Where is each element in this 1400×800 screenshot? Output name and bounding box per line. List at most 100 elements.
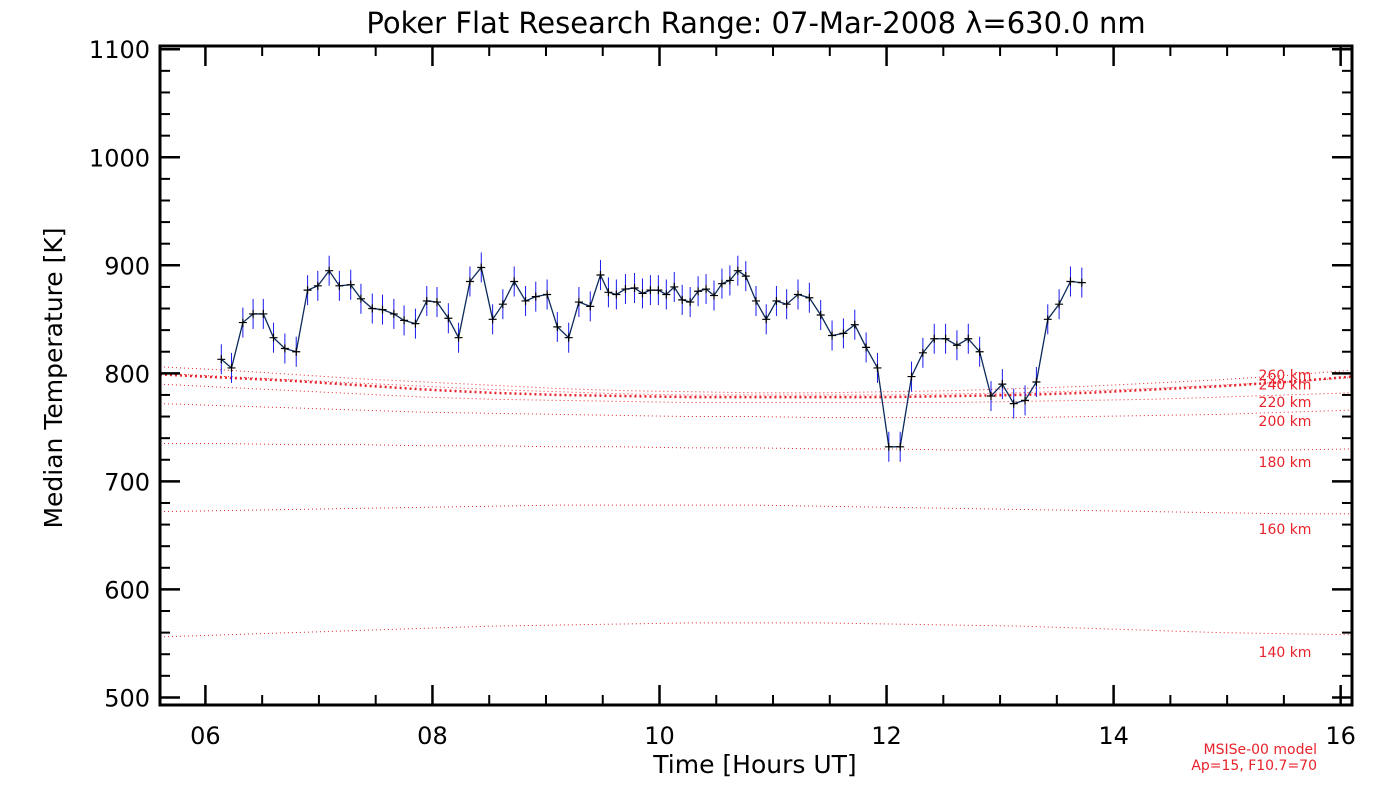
data-point xyxy=(596,271,605,280)
data-point xyxy=(280,344,289,353)
data-point xyxy=(612,290,621,299)
model-label-240-km: 240 km xyxy=(1259,378,1312,394)
data-point xyxy=(389,309,398,318)
model-line-240-km xyxy=(159,372,1353,396)
data-point xyxy=(850,320,859,329)
data-point xyxy=(794,290,803,299)
model-line-220-km xyxy=(159,383,1353,404)
data-point xyxy=(531,292,540,301)
chart-title: Poker Flat Research Range: 07-Mar-2008 λ… xyxy=(366,6,1145,40)
model-label-260-km: 260 km xyxy=(1259,368,1312,384)
data-point xyxy=(752,296,760,305)
data-point xyxy=(217,355,226,364)
model-line-180-km xyxy=(160,443,1353,451)
data-point xyxy=(378,305,387,314)
model-line-160-km xyxy=(159,504,1352,515)
y-tick-label: 800 xyxy=(104,360,150,388)
data-point xyxy=(873,363,882,372)
x-tick-label: 10 xyxy=(644,722,675,750)
data-point xyxy=(238,318,247,327)
data-point xyxy=(638,289,647,298)
x-tick-label: 08 xyxy=(417,722,448,750)
data-point xyxy=(521,296,530,305)
data-point xyxy=(930,334,939,343)
data-point xyxy=(368,304,377,313)
data-point xyxy=(907,372,916,381)
model-label-200-km: 200 km xyxy=(1259,414,1312,430)
data-point xyxy=(269,333,278,342)
data-point xyxy=(621,285,630,294)
data-point xyxy=(709,291,718,300)
data-point xyxy=(654,286,663,295)
data-point xyxy=(422,296,431,305)
data-point xyxy=(964,334,973,343)
data-point xyxy=(1043,315,1052,324)
data-point xyxy=(444,314,453,323)
y-tick-label: 1100 xyxy=(89,36,150,64)
data-point xyxy=(227,363,236,372)
data-point xyxy=(1066,277,1075,286)
model-label-220-km: 220 km xyxy=(1259,395,1312,411)
data-point xyxy=(702,285,711,294)
y-tick-label: 500 xyxy=(104,684,150,712)
y-tick-label: 600 xyxy=(104,576,150,604)
model-line-200-km xyxy=(159,403,1353,419)
y-axis-label: Median Temperature [K] xyxy=(39,227,68,528)
data-point xyxy=(725,276,734,285)
model-note-2: Ap=15, F10.7=70 xyxy=(1191,758,1317,774)
data-point xyxy=(952,341,961,350)
data-point xyxy=(678,295,687,304)
data-point xyxy=(564,333,573,342)
data-point xyxy=(1055,300,1064,309)
data-point xyxy=(998,380,1007,389)
data-point xyxy=(986,392,995,401)
data-point xyxy=(733,266,742,275)
data-point xyxy=(646,286,655,295)
model-line-260-km xyxy=(159,366,1353,394)
data-point xyxy=(762,315,771,324)
data-point xyxy=(498,300,507,309)
data-point xyxy=(772,296,781,305)
data-point xyxy=(1021,396,1030,405)
data-point xyxy=(975,347,984,356)
data-point xyxy=(574,298,583,307)
data-point xyxy=(670,282,679,291)
data-point xyxy=(816,311,825,320)
y-tick-label: 1000 xyxy=(89,144,150,172)
data-point xyxy=(465,277,474,286)
data-point xyxy=(411,319,420,328)
data-point xyxy=(400,316,409,325)
data-point xyxy=(454,333,463,342)
data-point xyxy=(432,298,441,307)
data-point xyxy=(941,334,950,343)
data-point xyxy=(356,294,365,303)
x-tick-label: 06 xyxy=(190,722,221,750)
data-point xyxy=(805,293,814,302)
data-point xyxy=(662,290,671,299)
data-point xyxy=(543,290,552,299)
model-label-160-km: 160 km xyxy=(1259,522,1312,538)
data-point xyxy=(259,309,268,318)
x-tick-label: 14 xyxy=(1098,722,1129,750)
data-point xyxy=(292,347,301,356)
data-point xyxy=(325,266,334,275)
data-point xyxy=(488,315,497,324)
data-point xyxy=(717,279,726,288)
data-point xyxy=(862,343,871,352)
model-label-140-km: 140 km xyxy=(1259,645,1312,661)
data-point xyxy=(782,300,791,309)
x-tick-label: 12 xyxy=(871,722,902,750)
data-point xyxy=(884,442,893,451)
data-point xyxy=(630,283,639,292)
data-point xyxy=(346,280,355,289)
model-label-180-km: 180 km xyxy=(1259,455,1312,471)
data-point xyxy=(839,329,848,338)
model-mean-line xyxy=(159,373,1353,399)
data-point xyxy=(510,277,519,286)
data-point xyxy=(694,287,703,296)
data-point xyxy=(1009,399,1018,408)
data-point xyxy=(1032,377,1041,386)
plot-frame xyxy=(158,44,1354,707)
